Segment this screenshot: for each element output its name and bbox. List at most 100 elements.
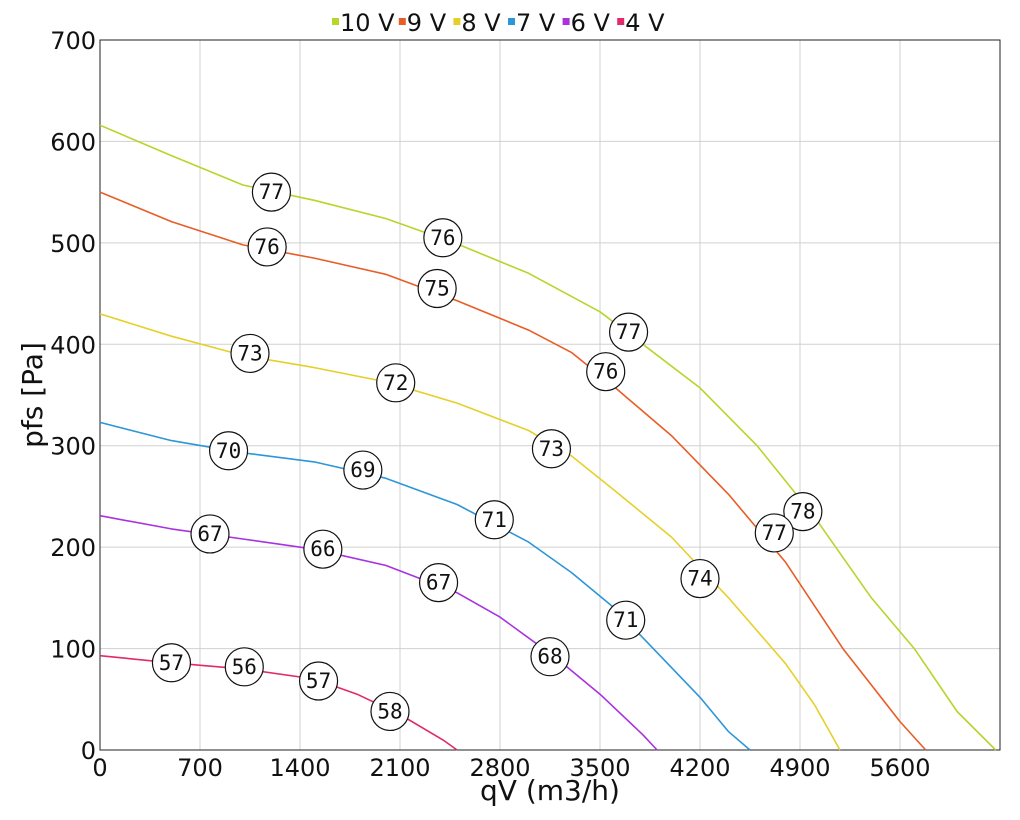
legend-label: 6 V [571,9,611,37]
legend-label: 4 V [625,9,665,37]
point-label-circle [586,352,626,392]
legend-item: 4 V [617,9,665,37]
x-tick-label: 1400 [269,754,330,782]
point-label-text: 77 [616,320,641,344]
point-label: 78 [783,492,823,532]
x-tick-label: 2800 [469,754,530,782]
point-label-circle [370,691,410,732]
point-label-circle [417,268,457,309]
point-label: 58 [370,691,410,732]
legend-label: 7 V [516,9,556,37]
legend-swatch [617,18,625,25]
point-label: 76 [423,218,463,258]
point-label-text: 74 [687,567,712,591]
point-label-text: 57 [306,669,331,693]
point-label: 68 [530,637,570,677]
point-label-text: 76 [254,235,279,259]
plot-frame [99,39,1001,751]
x-tick-label: 4200 [669,754,730,782]
point-label-circle [680,558,720,599]
point-label-circle [530,637,570,677]
point-label: 76 [247,227,287,267]
point-label-circle [190,514,230,554]
x-tick-labels: 0 700 1400 2100 2800 3500 4200 4900 5600 [92,754,930,782]
point-label-circle [251,172,292,212]
point-label-circle [754,513,794,553]
point-label-circle [224,647,264,687]
point-label-circle [783,492,823,532]
point-label-circle [230,333,270,374]
point-label-text: 73 [539,437,564,461]
legend-item: 10 V [332,9,395,37]
point-label-circle [298,661,339,701]
legend-swatch [398,18,406,25]
point-label-circle [423,218,463,258]
legend: 10 V 9 V 8 V 7 V 6 V 4 V [332,9,665,37]
point-label: 75 [417,268,457,309]
legend-item: 7 V [508,9,556,37]
point-label-text: 78 [790,500,815,524]
legend-swatch [508,18,515,25]
point-label: 74 [680,558,720,599]
point-label-circle [208,431,249,471]
point-label-circle [247,227,287,267]
x-tick-label: 2100 [369,754,430,782]
point-label-text: 77 [762,521,787,545]
series-line [99,191,927,751]
x-tick-label: 3500 [569,754,630,782]
point-label-circle [531,429,572,469]
point-label-text: 69 [350,458,375,482]
point-label-text: 70 [216,439,241,463]
point-label-circle [303,529,343,569]
legend-label: 10 V [340,9,395,37]
point-label-text: 75 [424,277,449,301]
point-label-text: 57 [159,651,184,675]
point-label-text: 67 [197,522,222,546]
point-label-text: 72 [383,371,408,395]
point-label-circle [343,450,383,490]
y-tick-label: 500 [50,230,96,258]
point-label-text: 58 [377,699,402,723]
point-label-circle [418,563,459,603]
point-label: 72 [376,363,416,403]
y-tick-label: 100 [50,636,96,664]
point-labels: 7776777876757677737273747069717167666768… [151,172,823,732]
point-label: 67 [190,514,230,554]
legend-item: 8 V [453,9,501,37]
x-tick-label: 5600 [869,754,930,782]
point-label-text: 73 [237,341,262,365]
point-label-text: 56 [232,655,257,679]
y-tick-label: 200 [50,534,96,562]
point-label: 56 [224,647,264,687]
legend-item: 6 V [562,9,611,37]
point-label-text: 66 [310,537,335,561]
point-label-text: 71 [482,508,507,532]
point-label: 57 [298,661,339,701]
legend-label: 9 V [407,9,447,37]
legend-label: 8 V [461,9,501,37]
y-tick-labels: 0 100 200 300 400 500 600 700 [50,27,96,765]
point-label: 77 [608,312,649,352]
legend-item: 9 V [398,9,447,37]
point-label-text: 77 [259,180,284,204]
x-axis-title: qV (m3/h) [480,774,620,807]
point-label-text: 67 [426,571,451,595]
point-label-circle [151,643,192,683]
x-tick-label: 0 [92,754,107,782]
y-tick-label: 0 [81,737,96,765]
point-label: 71 [474,500,514,540]
y-tick-label: 600 [50,128,96,156]
point-label-circle [608,312,649,352]
point-label-text: 76 [593,360,618,384]
point-label: 67 [418,563,459,603]
x-tick-label: 4900 [769,754,830,782]
point-label: 70 [208,431,249,471]
point-label-text: 68 [537,645,562,669]
y-tick-label: 400 [50,331,96,359]
legend-swatch [332,18,339,25]
x-tick-label: 700 [177,754,223,782]
point-label: 76 [586,352,626,392]
point-label-text: 76 [430,226,455,250]
point-label: 57 [151,643,192,683]
